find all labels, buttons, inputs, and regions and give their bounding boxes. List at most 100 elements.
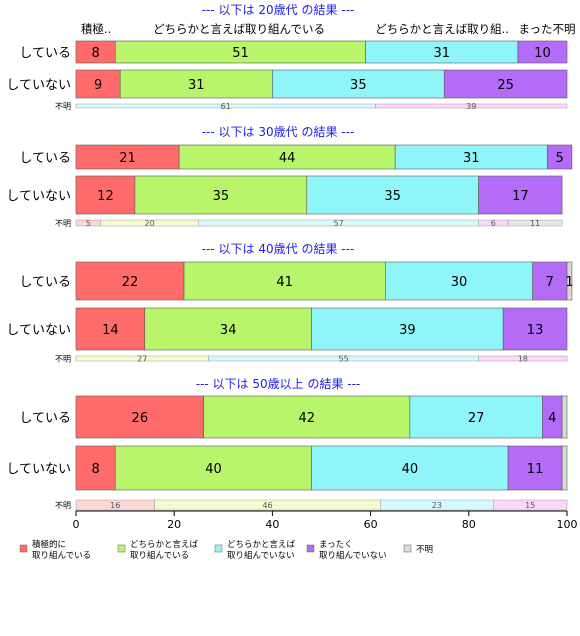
- bar-value-label: 17: [512, 189, 529, 204]
- bar-segment: [502, 307, 568, 351]
- row-label: している: [19, 411, 71, 426]
- unknown-row-label: 不明: [55, 219, 71, 228]
- bar-segment: [75, 175, 136, 215]
- bar-segment: [144, 307, 312, 351]
- legend-label: どちらかと言えば: [130, 539, 199, 550]
- bar-segment: [203, 395, 411, 439]
- unknown-value-label: 5: [86, 219, 91, 228]
- bar-value-label: 5: [555, 151, 563, 166]
- bar-value-label: 8: [91, 462, 99, 477]
- row-label: していない: [6, 189, 71, 204]
- unknown-bar-segment: [478, 355, 568, 362]
- bar-value-label: 13: [527, 323, 544, 338]
- unknown-row-label: 不明: [55, 501, 71, 510]
- bar-value-label: 27: [468, 411, 485, 426]
- bar-value-label: 31: [188, 78, 205, 93]
- bar-value-label: 1: [565, 275, 573, 290]
- row-label: している: [19, 275, 71, 290]
- bar-segment: [75, 144, 180, 170]
- unknown-value-label: 27: [137, 355, 147, 364]
- bar-segment: [75, 395, 204, 439]
- legend-swatch: [403, 544, 412, 553]
- category-header-label: まった不明: [518, 22, 575, 36]
- unknown-bar-segment: [375, 103, 568, 109]
- bar-value-label: 34: [220, 323, 237, 338]
- bar-segment: [561, 395, 568, 439]
- x-tick-label: 80: [462, 518, 476, 531]
- x-tick-label: 40: [265, 518, 279, 531]
- unknown-value-label: 23: [432, 501, 442, 510]
- unknown-value-label: 18: [518, 355, 528, 364]
- legend-swatch: [19, 544, 28, 553]
- bar-segment: [478, 175, 563, 215]
- bar-segment: [75, 69, 121, 99]
- legend-label: 取り組んでいる: [32, 550, 91, 561]
- bar-value-label: 51: [232, 46, 249, 61]
- row-label: していない: [6, 323, 71, 338]
- bar-segment: [311, 307, 504, 351]
- unknown-row-label: 不明: [55, 102, 71, 111]
- unknown-value-label: 11: [530, 219, 540, 228]
- bar-value-label: 40: [205, 462, 222, 477]
- bar-value-label: 9: [94, 78, 102, 93]
- bar-value-label: 7: [546, 275, 554, 290]
- legend-swatch: [306, 544, 315, 553]
- unknown-bar-segment: [507, 219, 563, 227]
- unknown-value-label: 20: [145, 219, 155, 228]
- unknown-bar-segment: [493, 499, 568, 511]
- unknown-value-label: 57: [334, 219, 344, 228]
- bar-segment: [561, 445, 568, 491]
- x-tick-label: 20: [167, 518, 181, 531]
- bar-value-label: 4: [548, 411, 556, 426]
- bar-value-label: 35: [384, 189, 401, 204]
- bar-value-label: 31: [434, 46, 451, 61]
- bar-value-label: 11: [527, 462, 544, 477]
- bar-segment: [517, 40, 568, 64]
- unknown-value-label: 39: [466, 102, 476, 111]
- bar-value-label: 42: [298, 411, 315, 426]
- bar-segment: [306, 175, 479, 215]
- legend-label: 取り組んでいる: [130, 550, 189, 561]
- bar-value-label: 35: [213, 189, 230, 204]
- x-tick-label: 100: [557, 518, 578, 531]
- bar-segment: [75, 307, 146, 351]
- unknown-value-label: 15: [525, 501, 535, 510]
- bar-segment: [532, 261, 568, 301]
- bar-value-label: 14: [102, 323, 119, 338]
- bar-segment: [385, 261, 533, 301]
- bar-segment: [443, 69, 568, 99]
- bar-segment: [75, 445, 116, 491]
- x-tick-label: 60: [364, 518, 378, 531]
- panel-title: --- 以下は 50歳以上 の結果 ---: [196, 377, 361, 391]
- category-header-label: どちらかと言えば取り組んでいる: [153, 22, 325, 36]
- bar-value-label: 39: [399, 323, 416, 338]
- bar-value-label: 41: [276, 275, 293, 290]
- bar-segment: [119, 69, 273, 99]
- legend-label: まったく: [319, 540, 353, 550]
- bar-segment: [566, 261, 573, 301]
- panel-title: --- 以下は 40歳代 の結果 ---: [202, 242, 355, 256]
- unknown-value-label: 46: [262, 501, 272, 510]
- bar-value-label: 40: [402, 462, 419, 477]
- unknown-value-label: 16: [110, 501, 120, 510]
- category-header-label: 積極..: [81, 22, 111, 36]
- legend-label: 取り組んでいない: [319, 550, 387, 561]
- bar-value-label: 21: [119, 151, 136, 166]
- row-label: していない: [6, 462, 71, 477]
- bar-value-label: 12: [97, 189, 114, 204]
- bar-value-label: 44: [279, 151, 296, 166]
- legend-label: 取り組んでいない: [227, 550, 295, 561]
- legend-swatch: [214, 544, 223, 553]
- bar-segment: [134, 175, 308, 215]
- bar-value-label: 31: [463, 151, 480, 166]
- bar-value-label: 30: [451, 275, 468, 290]
- legend-label: 不明: [416, 545, 433, 555]
- row-label: している: [19, 46, 71, 61]
- panel-title: --- 以下は 20歳代 の結果 ---: [202, 3, 355, 17]
- bar-segment: [178, 144, 396, 170]
- panel-title: --- 以下は 30歳代 の結果 ---: [202, 125, 355, 139]
- unknown-row-label: 不明: [55, 355, 71, 364]
- legend-label: どちらかと言えば: [227, 539, 296, 550]
- bar-segment: [75, 261, 185, 301]
